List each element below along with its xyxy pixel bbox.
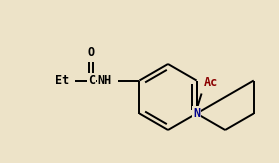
Text: Ac: Ac [204, 76, 218, 89]
Text: NH: NH [97, 74, 111, 87]
Text: N: N [193, 107, 200, 120]
Text: O: O [88, 45, 95, 59]
Text: Et: Et [55, 74, 69, 87]
Text: C: C [88, 74, 95, 87]
